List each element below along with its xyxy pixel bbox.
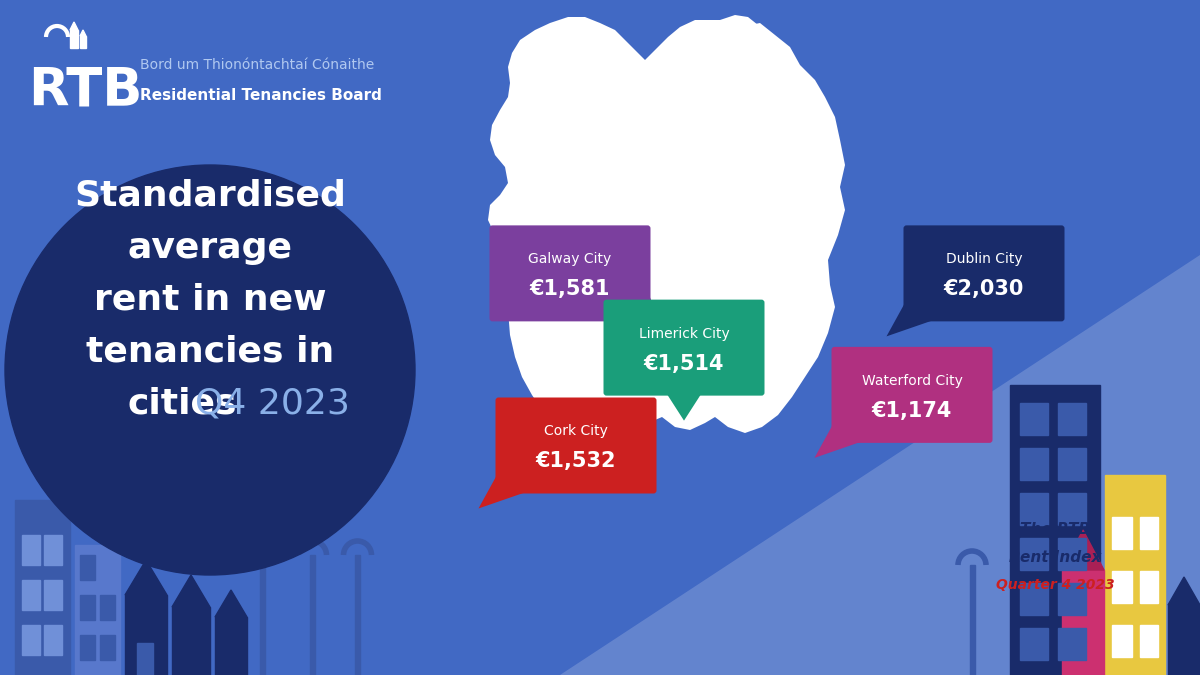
- Bar: [355, 555, 360, 675]
- Bar: [970, 565, 974, 675]
- Polygon shape: [80, 30, 86, 36]
- Bar: [44, 625, 62, 655]
- Text: €1,174: €1,174: [872, 401, 952, 421]
- Bar: [22, 580, 40, 610]
- Bar: [100, 635, 115, 660]
- Circle shape: [5, 165, 415, 575]
- Bar: [1140, 571, 1158, 603]
- Bar: [125, 595, 167, 675]
- Bar: [1010, 385, 1100, 675]
- Polygon shape: [510, 425, 565, 475]
- Text: Standardised: Standardised: [74, 178, 346, 212]
- Bar: [172, 607, 210, 675]
- Bar: [70, 30, 78, 48]
- Bar: [260, 555, 265, 675]
- Polygon shape: [887, 296, 938, 336]
- Text: average: average: [127, 231, 293, 265]
- Bar: [137, 643, 154, 675]
- Text: €1,581: €1,581: [529, 279, 611, 300]
- Bar: [1058, 448, 1086, 480]
- Bar: [1105, 475, 1165, 675]
- Bar: [22, 625, 40, 655]
- FancyBboxPatch shape: [604, 300, 764, 396]
- Polygon shape: [172, 575, 210, 607]
- Text: €1,532: €1,532: [535, 452, 617, 472]
- Text: Waterford City: Waterford City: [862, 374, 962, 388]
- Bar: [1058, 538, 1086, 570]
- Bar: [14, 500, 70, 675]
- Polygon shape: [488, 17, 845, 433]
- FancyBboxPatch shape: [490, 225, 650, 321]
- FancyBboxPatch shape: [832, 347, 992, 443]
- Bar: [1112, 571, 1132, 603]
- Bar: [1020, 628, 1048, 660]
- Bar: [74, 545, 120, 675]
- Polygon shape: [666, 393, 702, 421]
- Polygon shape: [815, 418, 866, 458]
- Bar: [1020, 448, 1048, 480]
- Text: Quarter 4 2023: Quarter 4 2023: [996, 578, 1115, 592]
- Bar: [1058, 493, 1086, 525]
- Bar: [80, 595, 95, 620]
- Text: Bord um Thionóntachtaí Cónaithe: Bord um Thionóntachtaí Cónaithe: [140, 58, 374, 72]
- Text: €2,030: €2,030: [944, 279, 1024, 300]
- Polygon shape: [1062, 530, 1104, 570]
- Polygon shape: [1168, 577, 1200, 605]
- Polygon shape: [125, 560, 167, 595]
- Text: Galway City: Galway City: [528, 252, 612, 267]
- Polygon shape: [479, 468, 530, 508]
- Bar: [44, 535, 62, 565]
- Bar: [1112, 625, 1132, 657]
- Text: tenancies in: tenancies in: [86, 335, 334, 369]
- Text: rent in new: rent in new: [94, 283, 326, 317]
- Bar: [1062, 570, 1104, 675]
- Bar: [1020, 583, 1048, 615]
- Bar: [22, 535, 40, 565]
- Polygon shape: [70, 22, 78, 30]
- Bar: [100, 595, 115, 620]
- Bar: [1058, 628, 1086, 660]
- Polygon shape: [618, 296, 667, 336]
- Bar: [1058, 403, 1086, 435]
- Text: cities: cities: [127, 387, 236, 421]
- Bar: [44, 580, 62, 610]
- Text: Q4 2023: Q4 2023: [194, 387, 349, 421]
- Polygon shape: [560, 255, 1200, 675]
- FancyBboxPatch shape: [904, 225, 1064, 321]
- Text: The RTB: The RTB: [1020, 522, 1090, 537]
- Text: Cork City: Cork City: [544, 425, 608, 439]
- Bar: [1020, 538, 1048, 570]
- Bar: [1140, 625, 1158, 657]
- Text: RTB: RTB: [28, 64, 143, 116]
- Bar: [1020, 493, 1048, 525]
- Bar: [1020, 403, 1048, 435]
- Bar: [215, 617, 247, 675]
- Bar: [80, 635, 95, 660]
- Bar: [1112, 517, 1132, 549]
- Polygon shape: [716, 15, 762, 50]
- Bar: [1058, 583, 1086, 615]
- Bar: [1168, 605, 1200, 675]
- Bar: [1140, 517, 1158, 549]
- Bar: [80, 555, 95, 580]
- Text: Dublin City: Dublin City: [946, 252, 1022, 267]
- Polygon shape: [215, 590, 247, 617]
- Text: €1,514: €1,514: [643, 354, 725, 374]
- Text: Rent Index: Rent Index: [1009, 549, 1102, 564]
- Text: Limerick City: Limerick City: [638, 327, 730, 341]
- FancyBboxPatch shape: [496, 398, 656, 493]
- Bar: [310, 555, 314, 675]
- Text: Residential Tenancies Board: Residential Tenancies Board: [140, 88, 382, 103]
- Bar: [80, 36, 86, 48]
